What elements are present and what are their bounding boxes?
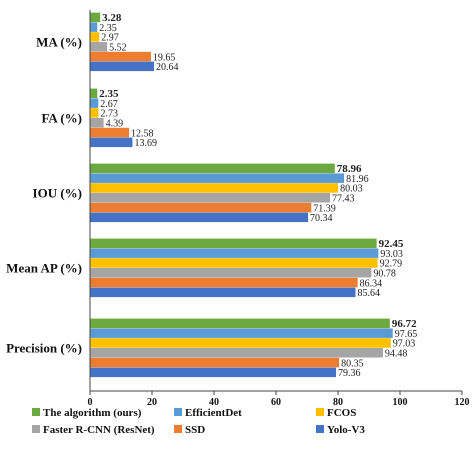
bar-4-1 <box>90 328 393 338</box>
bar-1-1 <box>90 98 99 108</box>
bar-1-4 <box>90 127 129 138</box>
bar-3-4 <box>90 277 358 288</box>
x-tick-label-6: 120 <box>455 397 470 408</box>
legend-swatch-0 <box>32 408 40 416</box>
legend-label-1: EfficientDet <box>185 407 242 419</box>
bar-1-0 <box>90 88 98 99</box>
legend-swatch-5 <box>316 425 324 433</box>
bar-4-0 <box>90 318 390 329</box>
bar-2-2 <box>90 183 339 193</box>
value-label-1-0: 2.35 <box>99 88 119 100</box>
bar-3-3 <box>90 268 372 278</box>
value-label-2-1: 81.96 <box>346 174 369 185</box>
value-label-2-5: 70.34 <box>310 213 333 224</box>
value-label-4-4: 80.35 <box>341 358 364 369</box>
bar-1-3 <box>90 118 104 128</box>
bar-0-1 <box>90 22 98 32</box>
x-tick-label-2: 40 <box>209 397 219 408</box>
legend-swatch-2 <box>316 408 324 416</box>
value-label-2-0: 78.96 <box>337 163 362 175</box>
bar-2-3 <box>90 193 331 203</box>
value-label-1-1: 2.67 <box>100 99 118 110</box>
value-label-0-5: 20.64 <box>156 62 179 73</box>
bar-1-5 <box>90 137 133 148</box>
bar-1-2 <box>90 108 99 118</box>
value-label-3-2: 92.79 <box>380 259 403 270</box>
bar-4-4 <box>90 357 340 368</box>
value-label-0-2: 2.97 <box>101 33 119 44</box>
bar-3-5 <box>90 287 356 298</box>
value-label-1-5: 13.69 <box>134 138 157 149</box>
value-label-3-1: 93.03 <box>380 249 403 260</box>
legend-label-3: Faster R-CNN (ResNet) <box>43 424 155 436</box>
legend-swatch-1 <box>174 408 182 416</box>
x-tick-label-5: 100 <box>393 397 408 408</box>
legend-label-5: Yolo-V3 <box>327 424 365 436</box>
x-tick-label-4: 80 <box>333 397 343 408</box>
bar-3-0 <box>90 238 377 249</box>
legend-swatch-3 <box>32 425 40 433</box>
category-label-1: FA (%) <box>41 111 82 126</box>
value-label-4-0: 96.72 <box>392 318 417 330</box>
bar-2-5 <box>90 212 309 223</box>
bar-2-4 <box>90 202 312 213</box>
bar-0-0 <box>90 12 101 23</box>
value-label-1-2: 2.73 <box>100 109 118 120</box>
legend-swatch-4 <box>174 425 182 433</box>
value-label-0-4: 19.65 <box>153 52 176 63</box>
bar-4-5 <box>90 367 337 378</box>
legend-label-0: The algorithm (ours) <box>43 407 142 419</box>
value-label-4-5: 79.36 <box>338 368 361 379</box>
value-label-3-3: 90.78 <box>373 269 396 280</box>
bar-2-1 <box>90 173 345 183</box>
value-label-2-4: 71.39 <box>313 203 336 214</box>
value-label-0-0: 3.28 <box>102 12 122 24</box>
bar-0-5 <box>90 61 154 72</box>
x-tick-label-0: 0 <box>88 397 93 408</box>
value-label-0-1: 2.35 <box>99 23 117 34</box>
category-label-4: Precision (%) <box>6 341 82 356</box>
bar-3-1 <box>90 248 379 258</box>
bar-2-0 <box>90 163 335 174</box>
category-label-0: MA (%) <box>36 35 82 50</box>
bar-3-2 <box>90 258 378 268</box>
bar-4-3 <box>90 348 383 358</box>
x-tick-label-3: 60 <box>271 397 281 408</box>
bar-0-3 <box>90 42 108 52</box>
value-label-3-0: 92.45 <box>379 238 404 250</box>
value-label-4-3: 94.48 <box>385 349 408 360</box>
bar-0-2 <box>90 32 100 42</box>
value-label-2-2: 80.03 <box>340 184 363 195</box>
value-label-1-3: 4.39 <box>106 119 124 130</box>
value-label-4-1: 97.65 <box>395 329 418 340</box>
legend-label-2: FCOS <box>327 407 356 419</box>
value-label-4-2: 97.03 <box>393 339 416 350</box>
bar-0-4 <box>90 51 151 62</box>
category-label-2: IOU (%) <box>33 186 82 201</box>
value-label-3-5: 85.64 <box>357 288 380 299</box>
value-label-1-4: 12.58 <box>131 128 154 139</box>
bar-4-2 <box>90 338 391 348</box>
value-label-3-4: 86.34 <box>360 278 383 289</box>
x-tick-label-1: 20 <box>147 397 157 408</box>
value-label-2-3: 77.43 <box>332 194 355 205</box>
legend-label-4: SSD <box>185 424 205 436</box>
value-label-0-3: 5.52 <box>109 43 127 54</box>
category-label-3: Mean AP (%) <box>6 261 82 276</box>
